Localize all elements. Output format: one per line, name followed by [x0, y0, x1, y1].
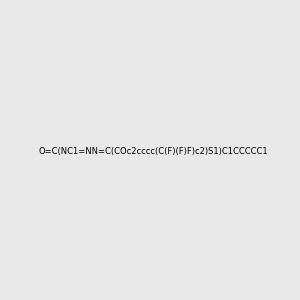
Text: O=C(NC1=NN=C(COc2cccc(C(F)(F)F)c2)S1)C1CCCCC1: O=C(NC1=NN=C(COc2cccc(C(F)(F)F)c2)S1)C1C…: [39, 147, 268, 156]
